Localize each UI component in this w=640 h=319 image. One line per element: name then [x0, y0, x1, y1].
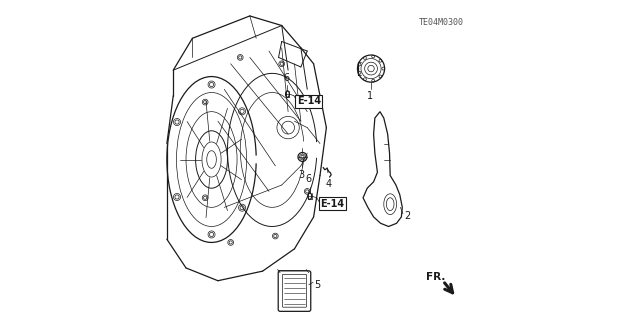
Text: 3: 3: [298, 170, 305, 180]
Text: E-14: E-14: [297, 96, 321, 106]
Text: 5: 5: [314, 279, 321, 290]
Text: 1: 1: [367, 91, 373, 101]
Text: 6: 6: [284, 73, 289, 83]
Text: 2: 2: [404, 211, 410, 221]
Text: TE04M0300: TE04M0300: [419, 18, 464, 27]
Text: FR.: FR.: [426, 271, 445, 282]
Text: E-14: E-14: [320, 198, 344, 209]
Text: 6: 6: [306, 174, 312, 184]
Text: 4: 4: [326, 179, 332, 189]
